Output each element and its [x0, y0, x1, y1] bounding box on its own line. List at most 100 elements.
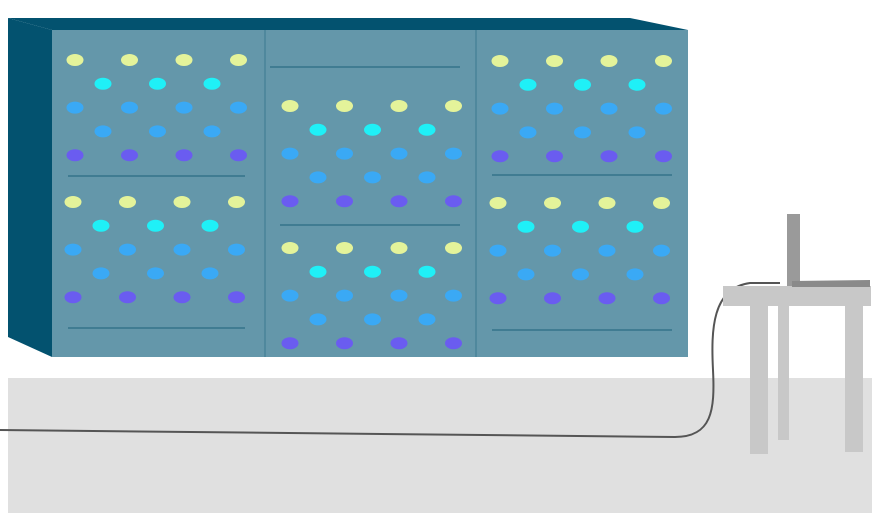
laptop-base	[792, 280, 870, 287]
status-light-violet	[599, 292, 616, 304]
status-light-blue	[336, 148, 353, 160]
status-light-blue	[445, 148, 462, 160]
status-light-yellow	[544, 197, 561, 209]
status-light-yellow	[391, 242, 408, 254]
status-light-yellow	[65, 196, 82, 208]
desk-leg-front-left	[750, 306, 768, 454]
status-light-blue	[653, 245, 670, 257]
status-light-yellow	[119, 196, 136, 208]
status-light-blue	[282, 290, 299, 302]
status-light-blue	[65, 244, 82, 256]
status-light-cyan	[364, 124, 381, 136]
status-light-cyan	[147, 220, 164, 232]
status-light-yellow	[655, 55, 672, 67]
status-light-blue	[391, 148, 408, 160]
status-light-violet	[655, 150, 672, 162]
status-light-blue	[149, 125, 166, 137]
status-light-blue	[490, 245, 507, 257]
status-light-cyan	[520, 79, 537, 91]
status-light-blue	[627, 268, 644, 280]
status-light-blue	[93, 267, 110, 279]
status-light-yellow	[230, 54, 247, 66]
status-light-blue	[204, 125, 221, 137]
status-light-violet	[336, 337, 353, 349]
status-light-cyan	[572, 221, 589, 233]
status-light-violet	[230, 149, 247, 161]
status-light-blue	[310, 171, 327, 183]
desk-leg-front-right	[845, 306, 863, 452]
status-light-yellow	[336, 100, 353, 112]
status-light-blue	[445, 290, 462, 302]
status-light-violet	[391, 337, 408, 349]
laptop-screen	[787, 214, 800, 286]
status-light-blue	[572, 268, 589, 280]
status-light-violet	[282, 195, 299, 207]
status-light-yellow	[228, 196, 245, 208]
status-light-violet	[121, 149, 138, 161]
status-light-violet	[653, 292, 670, 304]
status-light-violet	[490, 292, 507, 304]
desk-top	[723, 286, 871, 306]
status-light-blue	[391, 290, 408, 302]
status-light-cyan	[364, 266, 381, 278]
status-light-cyan	[204, 78, 221, 90]
status-light-blue	[282, 148, 299, 160]
status-light-blue	[574, 126, 591, 138]
desk-leg-back-left	[778, 306, 789, 440]
status-light-blue	[176, 102, 193, 114]
status-light-blue	[492, 103, 509, 115]
status-light-blue	[601, 103, 618, 115]
status-light-yellow	[546, 55, 563, 67]
status-light-yellow	[653, 197, 670, 209]
status-light-blue	[121, 102, 138, 114]
status-light-violet	[67, 149, 84, 161]
status-light-blue	[520, 126, 537, 138]
status-light-yellow	[67, 54, 84, 66]
status-light-cyan	[149, 78, 166, 90]
status-light-blue	[419, 313, 436, 325]
status-light-violet	[546, 150, 563, 162]
status-light-yellow	[599, 197, 616, 209]
status-light-blue	[95, 125, 112, 137]
status-light-violet	[282, 337, 299, 349]
status-light-blue	[230, 102, 247, 114]
status-light-blue	[419, 171, 436, 183]
status-light-violet	[445, 195, 462, 207]
status-light-yellow	[174, 196, 191, 208]
status-light-violet	[445, 337, 462, 349]
status-light-yellow	[282, 242, 299, 254]
status-light-blue	[310, 313, 327, 325]
status-light-violet	[492, 150, 509, 162]
status-light-blue	[336, 290, 353, 302]
status-light-violet	[544, 292, 561, 304]
status-light-yellow	[121, 54, 138, 66]
status-light-blue	[546, 103, 563, 115]
status-light-violet	[65, 291, 82, 303]
status-light-yellow	[282, 100, 299, 112]
status-light-cyan	[629, 79, 646, 91]
status-light-blue	[119, 244, 136, 256]
status-light-cyan	[310, 266, 327, 278]
status-light-cyan	[518, 221, 535, 233]
cabinet-top-face	[8, 18, 688, 30]
status-light-yellow	[391, 100, 408, 112]
status-light-yellow	[336, 242, 353, 254]
status-light-violet	[391, 195, 408, 207]
status-light-violet	[601, 150, 618, 162]
status-light-blue	[518, 268, 535, 280]
status-light-blue	[655, 103, 672, 115]
status-light-cyan	[310, 124, 327, 136]
status-light-yellow	[601, 55, 618, 67]
status-light-yellow	[492, 55, 509, 67]
status-light-yellow	[490, 197, 507, 209]
status-light-cyan	[93, 220, 110, 232]
status-light-blue	[364, 171, 381, 183]
status-light-blue	[147, 267, 164, 279]
status-light-yellow	[445, 100, 462, 112]
status-light-violet	[228, 291, 245, 303]
status-light-violet	[174, 291, 191, 303]
status-light-blue	[202, 267, 219, 279]
floor	[8, 378, 872, 513]
server-cabinet	[8, 18, 688, 357]
